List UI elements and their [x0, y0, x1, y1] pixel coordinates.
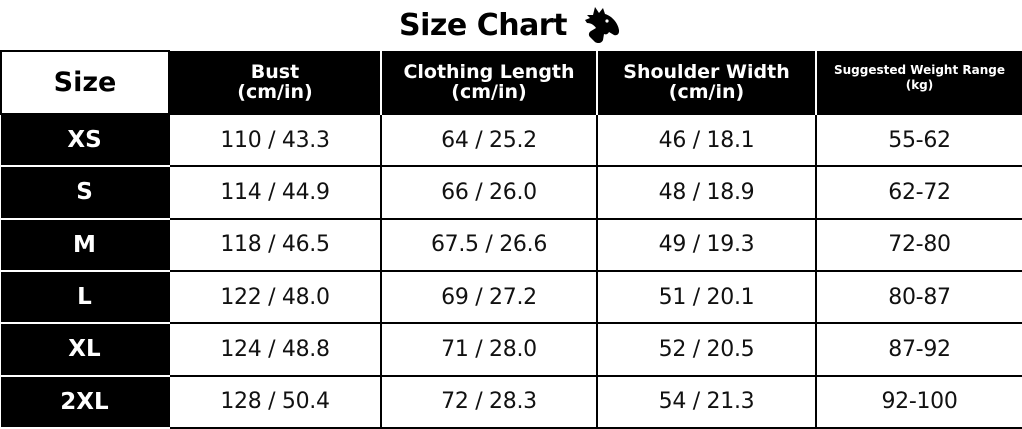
size-column-header: Size: [0, 50, 170, 115]
table-cell: 62-72: [815, 165, 1022, 220]
clothing-length-column-header: Clothing Length (cm/in): [380, 51, 598, 114]
table-cell: 87-92: [815, 322, 1022, 377]
table-cell: 51 / 20.1: [596, 269, 817, 325]
title-bar: Size Chart: [0, 0, 1022, 50]
table-cell: 69 / 27.2: [380, 269, 598, 325]
table-row: L 122 / 48.0 69 / 27.2 51 / 20.1 80-87: [1, 269, 1022, 325]
table-row: XL 124 / 48.8 71 / 28.0 52 / 20.5 87-92: [1, 322, 1022, 377]
table-cell: 54 / 21.3: [596, 374, 817, 429]
table-cell: 122 / 48.0: [168, 269, 382, 325]
shoulder-width-column-header: Shoulder Width (cm/in): [596, 51, 817, 114]
column-header-title: Shoulder Width: [623, 61, 790, 83]
table-cell: 80-87: [815, 269, 1022, 325]
row-size-label: XL: [1, 322, 170, 377]
row-size-label: M: [1, 217, 170, 272]
table-cell: 52 / 20.5: [596, 322, 817, 377]
table-cell: 66 / 26.0: [380, 165, 598, 220]
column-header-title: Clothing Length: [403, 61, 575, 83]
row-size-label: L: [1, 269, 170, 325]
table-cell: 118 / 46.5: [168, 217, 382, 272]
column-header-title: Bust: [250, 61, 300, 83]
table-cell: 124 / 48.8: [168, 322, 382, 377]
bust-column-header: Bust (cm/in): [168, 51, 382, 114]
table-row: 2XL 128 / 50.4 72 / 28.3 54 / 21.3 92-10…: [1, 374, 1022, 429]
header-row: Size Bust (cm/in) Clothing Length (cm/in…: [0, 50, 1022, 115]
table-cell: 92-100: [815, 374, 1022, 429]
table-cell: 128 / 50.4: [168, 374, 382, 429]
column-header-unit: (cm/in): [451, 81, 527, 103]
table-cell: 71 / 28.0: [380, 322, 598, 377]
table-cell: 49 / 19.3: [596, 217, 817, 272]
weight-range-column-header: Suggested Weight Range (kg): [815, 51, 1022, 114]
table-cell: 110 / 43.3: [168, 112, 382, 168]
horse-head-icon: [584, 7, 620, 44]
table-cell: 67.5 / 26.6: [380, 217, 598, 272]
row-size-label: XS: [1, 112, 170, 168]
column-header-unit: (cm/in): [668, 81, 745, 103]
row-size-label: 2XL: [1, 374, 170, 429]
table-cell: 48 / 18.9: [596, 165, 817, 220]
table-row: M 118 / 46.5 67.5 / 26.6 49 / 19.3 72-80: [1, 217, 1022, 272]
size-table: Size Bust (cm/in) Clothing Length (cm/in…: [0, 50, 1022, 429]
table-cell: 114 / 44.9: [168, 165, 382, 220]
table-cell: 55-62: [815, 112, 1022, 168]
table-cell: 64 / 25.2: [380, 112, 598, 168]
table-cell: 72-80: [815, 217, 1022, 272]
table-row: S 114 / 44.9 66 / 26.0 48 / 18.9 62-72: [1, 165, 1022, 220]
page-title: Size Chart: [399, 7, 567, 43]
column-header-unit: (kg): [905, 78, 934, 92]
row-size-label: S: [1, 165, 170, 220]
table-row: XS 110 / 43.3 64 / 25.2 46 / 18.1 55-62: [1, 112, 1022, 168]
table-cell: 72 / 28.3: [380, 374, 598, 429]
column-header-title: Suggested Weight Range: [833, 63, 1005, 77]
column-header-unit: (cm/in): [237, 81, 313, 103]
table-cell: 46 / 18.1: [596, 112, 817, 168]
